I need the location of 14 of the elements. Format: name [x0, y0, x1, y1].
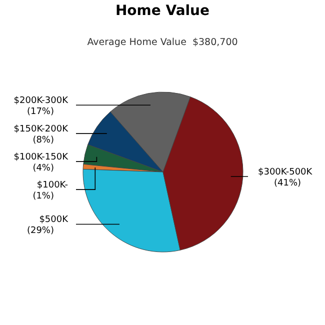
slice-label: $500K — [39, 215, 70, 226]
chart-title: Home Value — [115, 3, 210, 19]
slice-label: $150K-200K — [14, 124, 70, 135]
data-label: (17%) — [26, 107, 54, 118]
data-label: (8%) — [32, 136, 54, 146]
slice-label: $100K- — [36, 180, 68, 191]
data-label: (1%) — [32, 192, 54, 202]
slice-label: $300K-500K — [258, 168, 314, 178]
data-label: (4%) — [32, 164, 54, 174]
slice-label: $200K-300K — [14, 96, 70, 106]
data-label: (29%) — [26, 226, 54, 236]
data-label: (41%) — [274, 178, 302, 189]
slice-label: $100K-150K — [14, 152, 70, 163]
chart-subtitle: Average Home Value $380,700 — [87, 37, 238, 48]
